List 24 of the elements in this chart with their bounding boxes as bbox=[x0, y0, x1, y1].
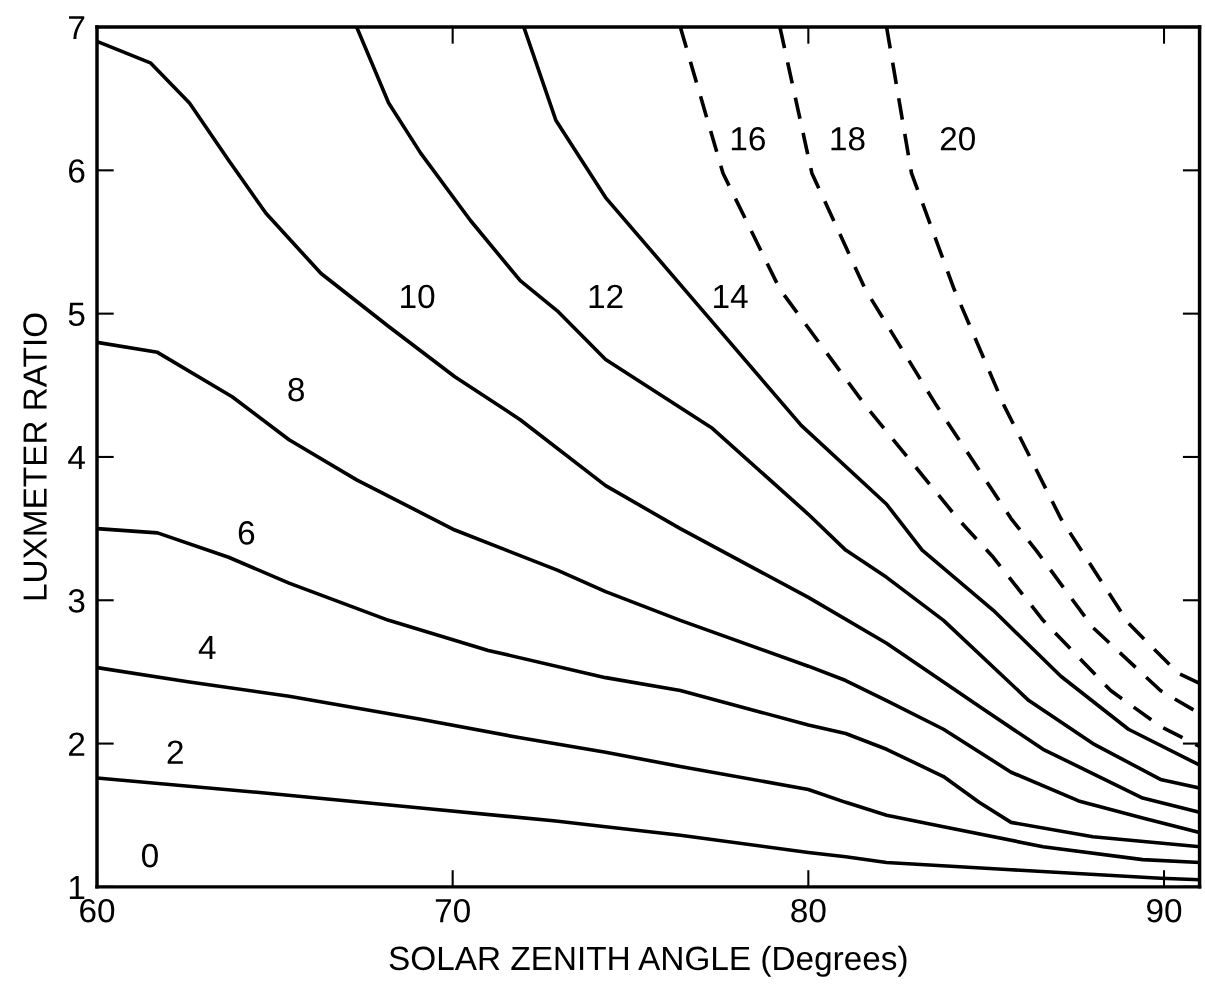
legend-label: 2 bbox=[167, 740, 183, 764]
series-label: 8 bbox=[288, 377, 304, 402]
x-tick-label: 60 bbox=[80, 898, 115, 923]
annotation: 0 bbox=[141, 843, 158, 868]
y-tick-label: 6 bbox=[69, 159, 85, 183]
x-tick-label: 70 bbox=[435, 898, 470, 923]
y-tick-label: 2 bbox=[69, 732, 85, 756]
y-tick-label: 7 bbox=[69, 16, 85, 40]
y-tick-label: 3 bbox=[68, 589, 85, 613]
y-tick-label: 4 bbox=[68, 446, 85, 470]
series-label: 12 bbox=[589, 284, 623, 308]
x-tick-label: 90 bbox=[1147, 898, 1182, 923]
series-label: 4 bbox=[198, 636, 216, 660]
y-axis-title: LUXMETER RATIO bbox=[23, 313, 47, 600]
series-label: 14 bbox=[714, 285, 748, 308]
series-label: 20 bbox=[940, 127, 975, 151]
series-label: 10 bbox=[401, 284, 435, 309]
y-tick-label: 5 bbox=[68, 302, 85, 327]
series-label: 18 bbox=[831, 127, 865, 151]
x-axis-title: SOLAR ZENITH ANGLE (Degrees) bbox=[389, 945, 907, 977]
series-label: 16 bbox=[731, 127, 765, 151]
x-tick-label: 80 bbox=[791, 898, 826, 923]
series-label: 6 bbox=[238, 521, 255, 545]
y-tick-label: 1 bbox=[69, 876, 85, 899]
